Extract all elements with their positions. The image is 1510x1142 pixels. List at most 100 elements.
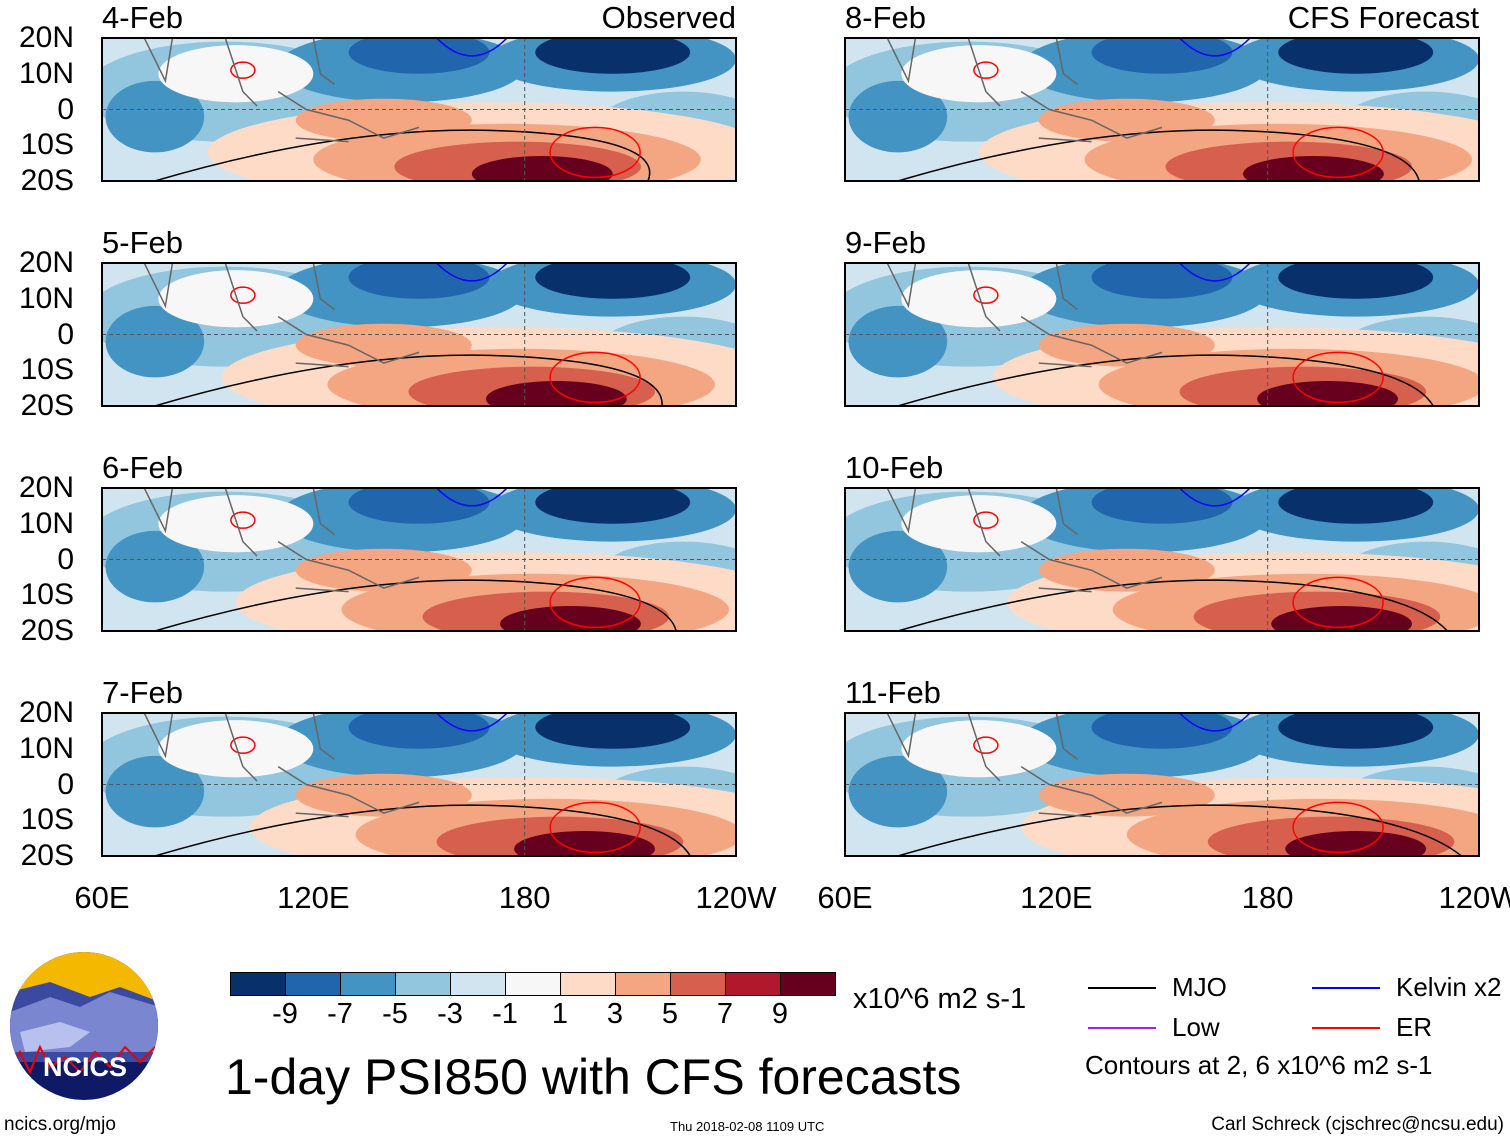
er-contour bbox=[230, 736, 256, 754]
lat-label: 20S bbox=[20, 614, 74, 647]
er-contour bbox=[973, 286, 999, 304]
panel-date: 10-Feb bbox=[845, 450, 944, 485]
anomaly-region bbox=[901, 45, 1057, 103]
kelvin-contour bbox=[436, 38, 508, 57]
anomaly-region bbox=[485, 380, 627, 406]
footer-url[interactable]: ncics.org/mjo bbox=[4, 1114, 116, 1135]
legend-label: Kelvin x2 bbox=[1396, 972, 1502, 1002]
map-panel-6-Feb: 6-Feb bbox=[101, 452, 737, 632]
er-contour bbox=[549, 126, 641, 179]
anomaly-region bbox=[1278, 38, 1434, 74]
lat-label: 20S bbox=[20, 164, 74, 197]
legend-label: Low bbox=[1172, 1012, 1220, 1042]
footer-timestamp: Thu 2018-02-08 1109 UTC bbox=[670, 1119, 825, 1134]
anomaly-region bbox=[535, 38, 691, 74]
map-panel-4-Feb: 4-Feb Observed bbox=[101, 2, 737, 182]
panel-frame bbox=[844, 262, 1480, 407]
coastline bbox=[886, 713, 1163, 818]
footer-credit: Carl Schreck (cjschrec@ncsu.edu) bbox=[1211, 1114, 1504, 1135]
lon-label: 60E bbox=[74, 880, 130, 915]
lon-label: 120E bbox=[277, 880, 350, 915]
anomaly-region bbox=[514, 830, 655, 856]
colorbar-label: -7 bbox=[327, 998, 353, 1030]
anomaly-region bbox=[348, 38, 490, 74]
anomaly-region bbox=[158, 495, 314, 553]
er-contour bbox=[549, 576, 641, 629]
colorbar-swatch bbox=[671, 973, 726, 995]
panel-frame bbox=[844, 487, 1480, 632]
colorbar-swatch bbox=[286, 973, 341, 995]
anomaly-region bbox=[901, 270, 1057, 328]
anomaly-region bbox=[348, 263, 490, 299]
psi-map bbox=[844, 712, 1480, 857]
map-panel-5-Feb: 5-Feb bbox=[101, 227, 737, 407]
lon-label: 180 bbox=[498, 880, 551, 915]
coastline bbox=[143, 488, 420, 593]
colorbar-swatch bbox=[726, 973, 781, 995]
anomaly-region bbox=[348, 488, 490, 524]
map-panel-9-Feb: 9-Feb bbox=[844, 227, 1480, 407]
kelvin-contour bbox=[1179, 488, 1251, 507]
colorbar-swatch bbox=[506, 973, 561, 995]
er-contour bbox=[230, 511, 256, 529]
er-contour bbox=[1292, 126, 1384, 179]
anomaly-region bbox=[105, 80, 205, 153]
figure-title: 1-day PSI850 with CFS forecasts bbox=[225, 1049, 962, 1105]
colorbar-label: 5 bbox=[661, 998, 679, 1030]
psi-map bbox=[101, 37, 737, 182]
lat-label: 10S bbox=[20, 353, 74, 387]
legend-line bbox=[1088, 1027, 1156, 1029]
lat-label: 20N bbox=[18, 696, 74, 729]
psi-map bbox=[844, 262, 1480, 407]
coastline bbox=[886, 488, 1163, 593]
er-contour bbox=[973, 61, 999, 79]
coastline bbox=[143, 263, 420, 368]
psi-map bbox=[101, 712, 737, 857]
mjo-contour bbox=[154, 579, 677, 631]
colorbar-label: 7 bbox=[716, 998, 734, 1030]
colorbar-label: -3 bbox=[437, 998, 463, 1030]
colorbar-label: -1 bbox=[492, 998, 518, 1030]
colorbar-swatch bbox=[781, 973, 835, 995]
legend-line bbox=[1088, 987, 1156, 989]
lat-label: 10N bbox=[18, 731, 74, 765]
psi-map bbox=[844, 37, 1480, 182]
colorbar-swatch bbox=[396, 973, 451, 995]
er-contour bbox=[1292, 576, 1384, 629]
panel-group-label: CFS Forecast bbox=[1287, 0, 1479, 35]
lon-label: 120W bbox=[1438, 880, 1510, 915]
panel-frame bbox=[101, 712, 737, 857]
colorbar-swatch bbox=[231, 973, 286, 995]
lat-label: 0 bbox=[57, 542, 74, 576]
colorbar-label: -5 bbox=[382, 998, 408, 1030]
panel-date: 4-Feb bbox=[102, 0, 183, 35]
colorbar-swatch bbox=[561, 973, 616, 995]
anomaly-region bbox=[158, 720, 314, 778]
panel-date: 11-Feb bbox=[845, 675, 941, 710]
anomaly-region bbox=[1285, 830, 1427, 856]
er-contour bbox=[230, 61, 256, 79]
lat-label: 20N bbox=[18, 246, 74, 279]
map-panel-7-Feb: 7-Feb bbox=[101, 677, 737, 857]
er-contour bbox=[973, 736, 999, 754]
colorbar bbox=[230, 972, 836, 996]
colorbar-label: 3 bbox=[606, 998, 624, 1030]
anomaly-region bbox=[1091, 488, 1233, 524]
anomaly-region bbox=[471, 155, 613, 181]
er-contour bbox=[549, 351, 641, 404]
colorbar-swatch bbox=[341, 973, 396, 995]
er-contour bbox=[973, 511, 999, 529]
psi-map bbox=[101, 487, 737, 632]
kelvin-contour bbox=[436, 488, 508, 507]
panel-frame bbox=[101, 262, 737, 407]
map-panel-11-Feb: 11-Feb bbox=[844, 677, 1480, 857]
lat-label: 0 bbox=[57, 317, 74, 351]
lon-label: 180 bbox=[1241, 880, 1294, 915]
anomaly-region bbox=[105, 530, 205, 603]
ncics-logo: NCICS bbox=[10, 952, 158, 1100]
colorbar-label: 1 bbox=[551, 998, 569, 1030]
lon-label: 120W bbox=[695, 880, 777, 915]
anomaly-region bbox=[535, 713, 691, 749]
mjo-contour bbox=[897, 129, 1420, 181]
kelvin-contour bbox=[1179, 713, 1251, 732]
